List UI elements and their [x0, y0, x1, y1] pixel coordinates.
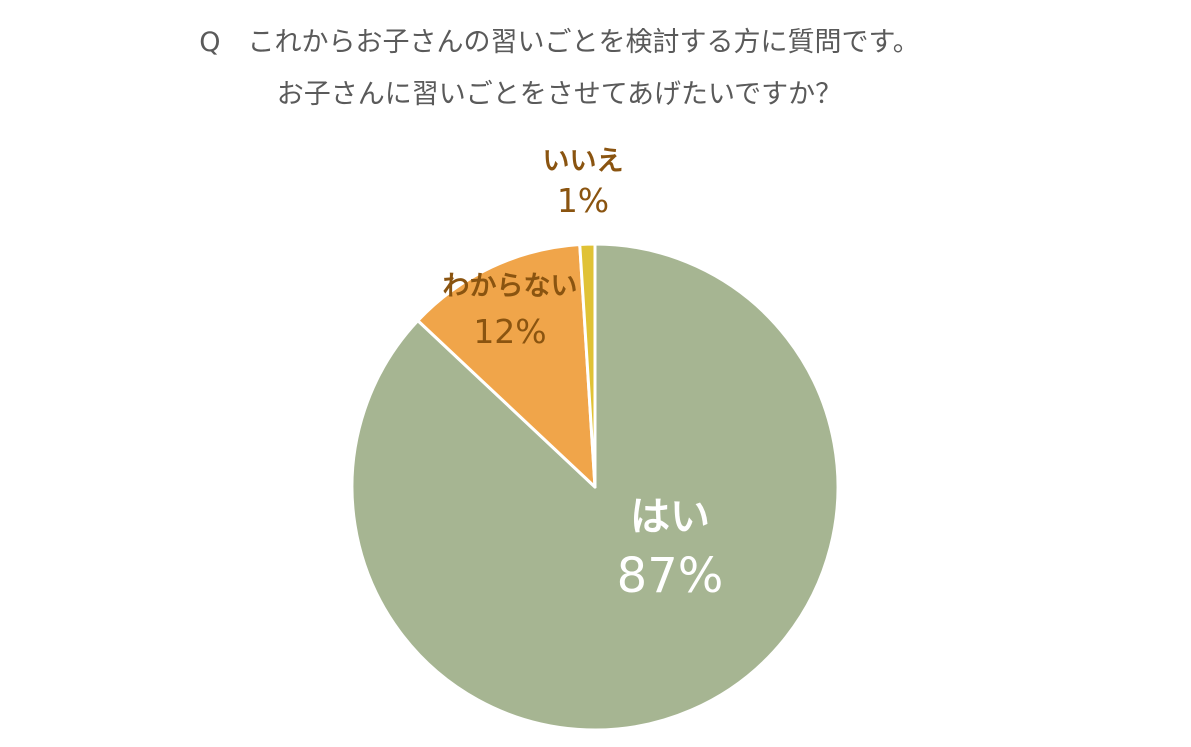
- slice-value-hai: 87%: [617, 548, 724, 604]
- question-subtitle: お子さんに習いごとをさせてあげたいですか？: [276, 79, 843, 110]
- pie-slice-wakaranai: [416, 242, 597, 489]
- slice-label-wakaranai: わからない: [443, 271, 578, 302]
- slice-value-iie: 1%: [557, 181, 609, 220]
- question-title: Q これからお子さんの習いごとを検討する方に質問です。: [199, 27, 920, 58]
- slice-label-iie: いいえ: [543, 146, 624, 177]
- pie-slice-iie: [578, 242, 597, 489]
- slice-label-hai: はい: [630, 494, 710, 540]
- slice-value-wakaranai: 12%: [473, 312, 546, 351]
